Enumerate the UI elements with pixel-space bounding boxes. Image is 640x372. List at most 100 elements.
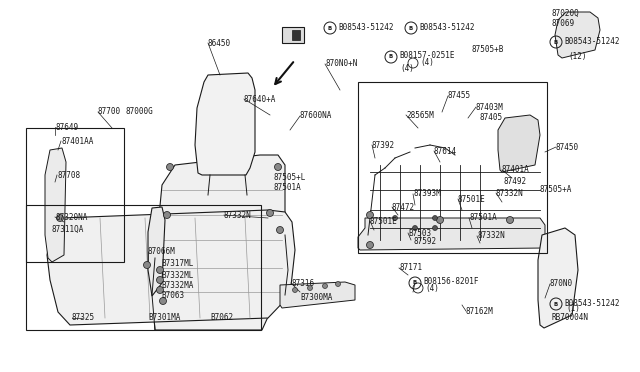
Text: 87472: 87472 [392, 202, 415, 212]
Text: 87501E: 87501E [458, 195, 486, 203]
Text: 87401A: 87401A [502, 166, 530, 174]
Polygon shape [280, 282, 355, 308]
Circle shape [413, 225, 417, 231]
Text: B: B [409, 26, 413, 31]
Text: 87592: 87592 [414, 237, 437, 247]
Polygon shape [47, 210, 295, 325]
Polygon shape [555, 12, 600, 58]
Circle shape [266, 209, 273, 217]
Text: 87403M: 87403M [476, 103, 504, 112]
Text: 87332N: 87332N [224, 211, 252, 219]
Text: 87455: 87455 [448, 92, 471, 100]
Text: 87316: 87316 [291, 279, 314, 288]
Text: B08156-8201F: B08156-8201F [423, 278, 479, 286]
Bar [282, 27, 304, 43]
Text: B: B [554, 301, 558, 307]
Bar [26, 205, 261, 330]
Text: B08543-51242: B08543-51242 [338, 22, 394, 32]
Text: (4): (4) [420, 58, 434, 67]
Text: 28565M: 28565M [406, 110, 434, 119]
Text: B08543-51242: B08543-51242 [564, 298, 620, 308]
Circle shape [323, 283, 328, 289]
Polygon shape [538, 228, 578, 328]
Polygon shape [152, 155, 285, 330]
Text: 870N0: 870N0 [550, 279, 573, 289]
Text: 87171: 87171 [399, 263, 422, 273]
Text: 87066M: 87066M [148, 247, 176, 257]
Circle shape [335, 282, 340, 286]
Text: 87505+B: 87505+B [472, 45, 504, 55]
Text: B7317ML: B7317ML [161, 260, 193, 269]
Text: B08157-0251E: B08157-0251E [399, 51, 454, 61]
Text: 87505+L: 87505+L [274, 173, 307, 182]
Circle shape [166, 164, 173, 170]
Text: 87505+A: 87505+A [539, 185, 572, 193]
Text: B7301MA: B7301MA [148, 314, 180, 323]
Polygon shape [498, 115, 540, 172]
Circle shape [56, 215, 63, 221]
Text: B7063: B7063 [161, 292, 184, 301]
Circle shape [433, 215, 438, 221]
Text: (12): (12) [568, 51, 586, 61]
Text: 87320NA: 87320NA [55, 212, 88, 221]
Circle shape [506, 217, 513, 224]
Circle shape [433, 225, 438, 231]
Text: 87708: 87708 [57, 170, 80, 180]
Text: 87162M: 87162M [466, 307, 493, 315]
Bar [26, 128, 124, 262]
Circle shape [367, 212, 374, 218]
Circle shape [159, 298, 166, 305]
Circle shape [436, 217, 444, 224]
Text: 87649: 87649 [55, 122, 78, 131]
Text: 87325: 87325 [72, 314, 95, 323]
Text: B7503: B7503 [408, 228, 431, 237]
Text: B: B [389, 55, 393, 60]
Circle shape [157, 276, 163, 283]
Text: 87311QA: 87311QA [52, 224, 84, 234]
Text: 86450: 86450 [208, 38, 231, 48]
Text: 87332N: 87332N [477, 231, 505, 241]
Text: 87501A: 87501A [469, 214, 497, 222]
Circle shape [157, 286, 163, 294]
Text: 87492: 87492 [504, 176, 527, 186]
Text: 87640+A: 87640+A [244, 94, 276, 103]
Text: B: B [328, 26, 332, 31]
Text: B: B [413, 280, 417, 285]
Text: 87392: 87392 [372, 141, 395, 150]
Text: B08543-51242: B08543-51242 [564, 36, 620, 45]
Polygon shape [358, 218, 545, 250]
Circle shape [163, 212, 170, 218]
Text: RB70004N: RB70004N [551, 314, 588, 323]
Polygon shape [45, 148, 66, 262]
Circle shape [367, 241, 374, 248]
Circle shape [307, 285, 312, 291]
Text: 87501E: 87501E [370, 217, 397, 225]
Text: B7332MA: B7332MA [161, 280, 193, 289]
Circle shape [276, 227, 284, 234]
Text: (4): (4) [425, 283, 439, 292]
Circle shape [143, 262, 150, 269]
Circle shape [157, 266, 163, 273]
Text: (4): (4) [400, 64, 414, 73]
Text: 87600NA: 87600NA [300, 112, 332, 121]
Text: 87393M: 87393M [413, 189, 441, 199]
Circle shape [275, 164, 282, 170]
Text: 87020Q: 87020Q [552, 9, 580, 17]
Text: 87405: 87405 [480, 112, 503, 122]
Text: 87614: 87614 [434, 147, 457, 155]
Text: 87000G: 87000G [126, 108, 154, 116]
Text: 87700: 87700 [98, 108, 121, 116]
Text: B7062: B7062 [210, 314, 233, 323]
Bar [292, 30, 300, 40]
Text: 87501A: 87501A [274, 183, 301, 192]
Text: B7332ML: B7332ML [161, 270, 193, 279]
Text: 870N0+N: 870N0+N [325, 60, 357, 68]
Circle shape [292, 288, 298, 292]
Text: 87450: 87450 [556, 142, 579, 151]
Text: (1): (1) [566, 304, 580, 312]
Circle shape [392, 215, 397, 221]
Text: B7300MA: B7300MA [300, 294, 332, 302]
Text: 87332N: 87332N [496, 189, 524, 198]
Text: B: B [554, 39, 558, 45]
Bar [358, 82, 547, 253]
